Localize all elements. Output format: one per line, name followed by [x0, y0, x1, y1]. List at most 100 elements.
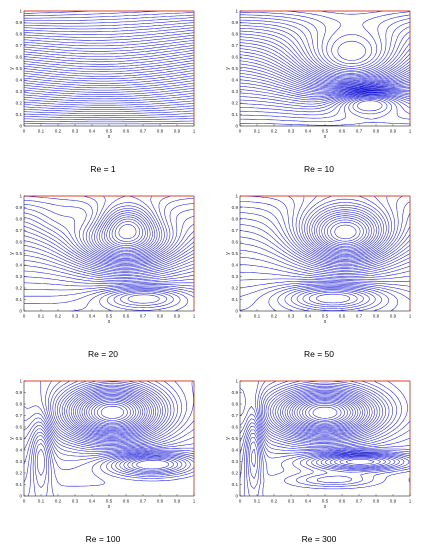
- y-tick-label: 0.4: [232, 448, 239, 453]
- x-tick-label: 0: [239, 314, 242, 319]
- y-tick-label: 0.7: [232, 413, 239, 418]
- x-tick-label: 0.7: [356, 129, 363, 134]
- x-tick-label: 0.2: [55, 314, 62, 319]
- y-tick-label: 0.7: [16, 413, 23, 418]
- x-tick-label: 1: [409, 499, 412, 504]
- contour-panel-3: 0 0.1 0.2 0.3 0.4 0.5 0.6 0.7 0.8 0.9 1 0 0.1 0.2 0.3 0…: [225, 194, 412, 359]
- x-tick-label: 0.3: [72, 314, 79, 319]
- y-tick-label: 0.1: [232, 297, 239, 302]
- y-tick-label: 0.2: [16, 101, 23, 106]
- panel-caption: Re = 20: [88, 349, 118, 359]
- y-tick-label: 0: [235, 494, 238, 499]
- y-axis-label: y: [225, 252, 231, 255]
- y-tick-label: 0.7: [16, 228, 23, 233]
- x-tick-label: 1: [409, 314, 412, 319]
- x-tick-label: 0.2: [55, 129, 62, 134]
- y-tick-label: 0.2: [232, 286, 239, 291]
- contour-panel-1: 0 0.1 0.2 0.3 0.4 0.5 0.6 0.7 0.8 0.9 1 0 0.1 0.2 0.3 0…: [225, 9, 412, 174]
- x-tick-label: 0.6: [123, 314, 130, 319]
- streamlines: [23, 10, 195, 125]
- y-tick-label: 0.1: [16, 482, 23, 487]
- x-tick-label: 0.7: [140, 129, 147, 134]
- y-tick-label: 0.8: [232, 32, 239, 37]
- y-tick-label: 0.5: [232, 66, 239, 71]
- streamlines: [23, 195, 195, 312]
- x-tick-label: 0: [239, 499, 242, 504]
- x-tick-label: 0.8: [157, 499, 164, 504]
- x-tick-label: 0.3: [288, 314, 295, 319]
- y-tick-label: 0.9: [16, 20, 23, 25]
- x-tick-label: 0.4: [305, 129, 312, 134]
- y-tick-label: 0.3: [232, 459, 239, 464]
- y-tick-label: 1: [19, 9, 22, 14]
- x-tick-label: 0.1: [38, 499, 45, 504]
- y-tick-label: 0.4: [232, 263, 239, 268]
- x-tick-label: 0.6: [339, 314, 346, 319]
- x-tick-label: 0.7: [356, 499, 363, 504]
- y-tick-label: 0.6: [16, 55, 23, 60]
- y-axis-label: y: [9, 67, 15, 70]
- x-tick-label: 0.2: [55, 499, 62, 504]
- x-tick-label: 0.3: [72, 129, 79, 134]
- y-tick-label: 0.9: [232, 205, 239, 210]
- x-tick-label: 0.6: [339, 129, 346, 134]
- x-tick-label: 0: [23, 499, 26, 504]
- x-tick-label: 0: [239, 129, 242, 134]
- y-axis-label: y: [9, 252, 15, 255]
- y-tick-label: 1: [19, 194, 22, 199]
- x-tick-label: 0.6: [339, 499, 346, 504]
- y-tick-label: 0.2: [16, 286, 23, 291]
- y-tick-label: 0.9: [232, 20, 239, 25]
- x-tick-label: 0.9: [390, 314, 397, 319]
- y-tick-label: 0.2: [232, 471, 239, 476]
- y-tick-label: 0.4: [16, 263, 23, 268]
- streamlines: [239, 10, 411, 126]
- y-tick-label: 0.7: [232, 43, 239, 48]
- y-tick-label: 0.3: [16, 459, 23, 464]
- x-tick-label: 0.7: [356, 314, 363, 319]
- y-axis-label: y: [225, 67, 231, 70]
- x-tick-label: 1: [193, 314, 196, 319]
- x-tick-label: 0.8: [157, 129, 164, 134]
- contour-panel-2: 0 0.1 0.2 0.3 0.4 0.5 0.6 0.7 0.8 0.9 1 0 0.1 0.2 0.3 0…: [9, 194, 196, 359]
- y-tick-label: 0.1: [232, 482, 239, 487]
- x-tick-label: 0.5: [106, 129, 113, 134]
- y-tick-label: 0.2: [16, 471, 23, 476]
- y-tick-label: 0.1: [16, 297, 23, 302]
- x-tick-label: 0.6: [123, 129, 130, 134]
- y-tick-label: 0.8: [16, 402, 23, 407]
- y-tick-label: 0.5: [16, 66, 23, 71]
- x-tick-label: 0.5: [106, 499, 113, 504]
- y-tick-label: 0.7: [16, 43, 23, 48]
- x-tick-label: 0.9: [390, 129, 397, 134]
- y-tick-label: 0.4: [16, 78, 23, 83]
- x-axis-label: x: [108, 319, 111, 325]
- x-tick-label: 0.4: [305, 314, 312, 319]
- x-tick-label: 0: [23, 314, 26, 319]
- panel-caption: Re = 10: [304, 164, 334, 174]
- y-tick-label: 0: [19, 309, 22, 314]
- y-tick-label: 0.5: [16, 251, 23, 256]
- y-tick-label: 0.6: [232, 425, 239, 430]
- x-tick-label: 0.8: [373, 129, 380, 134]
- x-tick-label: 0.4: [89, 499, 96, 504]
- x-tick-label: 0.1: [254, 129, 261, 134]
- x-tick-label: 0.1: [38, 314, 45, 319]
- y-tick-label: 0: [19, 494, 22, 499]
- y-tick-label: 0.6: [16, 240, 23, 245]
- x-tick-label: 0.9: [174, 129, 181, 134]
- y-tick-label: 1: [235, 194, 238, 199]
- y-tick-label: 0.9: [16, 390, 23, 395]
- x-tick-label: 0.5: [106, 314, 113, 319]
- x-tick-label: 0.4: [89, 129, 96, 134]
- y-tick-label: 0.3: [16, 274, 23, 279]
- y-tick-label: 0.8: [16, 217, 23, 222]
- x-tick-label: 0.1: [254, 499, 261, 504]
- panel-caption: Re = 300: [302, 534, 337, 544]
- x-tick-label: 0.4: [305, 499, 312, 504]
- y-tick-label: 0.6: [16, 425, 23, 430]
- y-tick-label: 0.2: [232, 101, 239, 106]
- x-axis-label: x: [108, 134, 111, 140]
- y-tick-label: 0.5: [232, 251, 239, 256]
